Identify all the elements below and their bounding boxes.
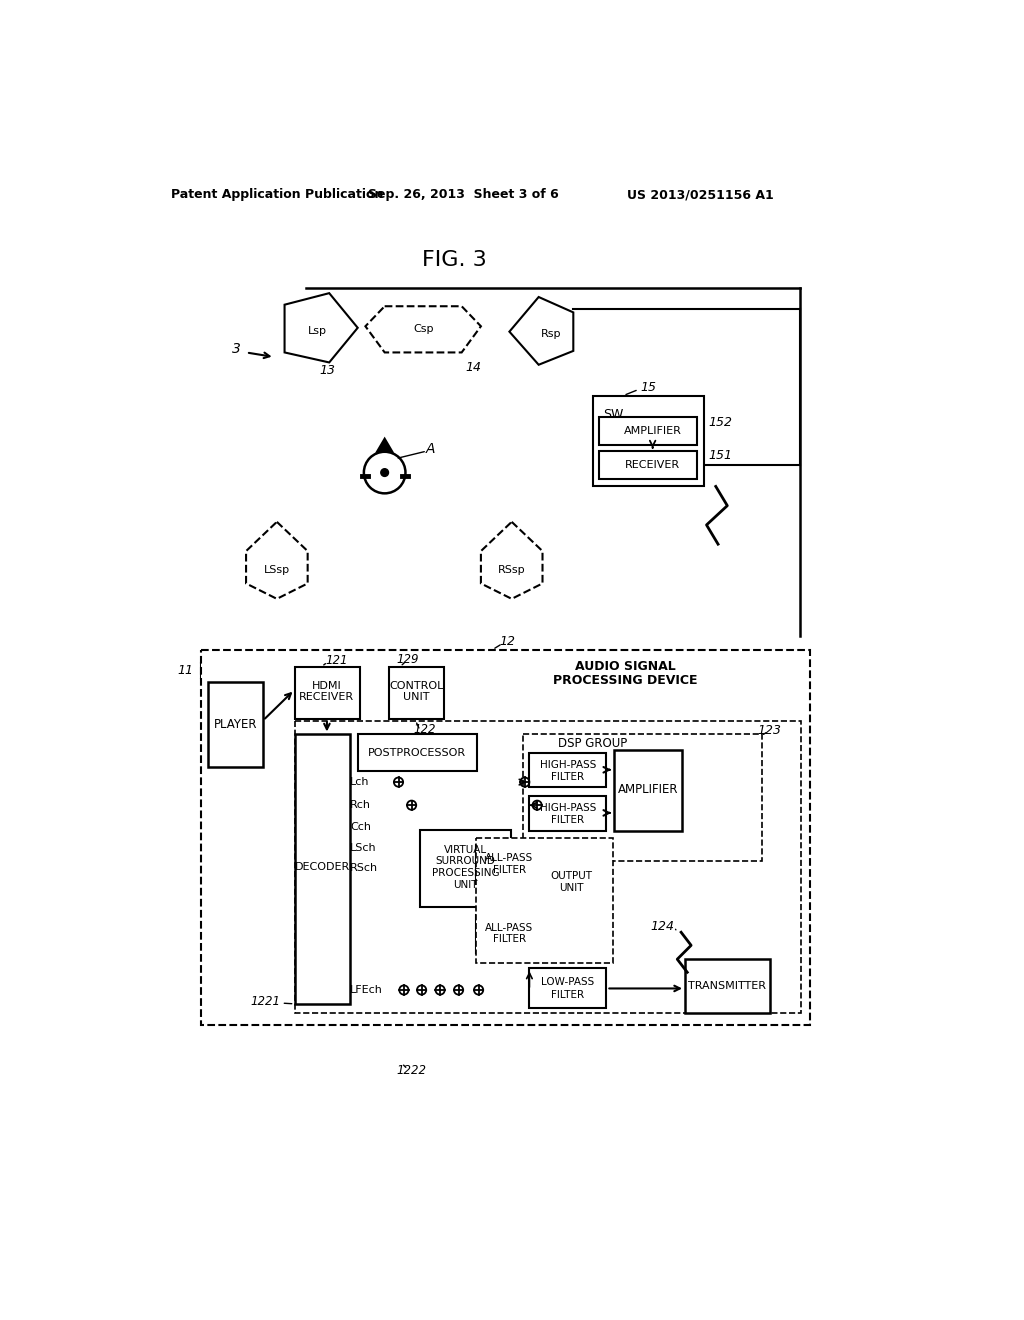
Text: A: A <box>426 442 435 457</box>
Bar <box>208 682 263 767</box>
Text: 124: 124 <box>650 920 674 933</box>
Text: 14: 14 <box>465 362 481 375</box>
Bar <box>685 960 770 1014</box>
Bar <box>529 969 606 1008</box>
Text: 122: 122 <box>414 723 436 737</box>
Bar <box>388 667 444 719</box>
Text: UNIT: UNIT <box>559 883 584 894</box>
Bar <box>420 830 511 907</box>
Text: FILTER: FILTER <box>493 865 526 875</box>
Polygon shape <box>366 306 481 352</box>
Bar <box>529 796 606 830</box>
Text: FILTER: FILTER <box>551 990 585 999</box>
Text: 123: 123 <box>758 723 781 737</box>
Text: Rch: Rch <box>350 800 371 810</box>
Text: POSTPROCESSOR: POSTPROCESSOR <box>368 748 466 758</box>
Bar <box>475 838 612 964</box>
Text: 11: 11 <box>178 664 194 677</box>
Bar <box>614 750 682 830</box>
Text: CONTROL: CONTROL <box>389 681 443 690</box>
Bar <box>295 721 801 1014</box>
Text: AMPLIFIER: AMPLIFIER <box>617 783 678 796</box>
Text: FIG. 3: FIG. 3 <box>422 249 486 271</box>
Text: AMPLIFIER: AMPLIFIER <box>624 426 682 436</box>
Text: 13: 13 <box>318 363 335 376</box>
Bar <box>523 734 762 862</box>
Text: 129: 129 <box>396 653 419 667</box>
Polygon shape <box>377 438 392 451</box>
Text: AUDIO SIGNAL: AUDIO SIGNAL <box>574 660 675 673</box>
Text: VIRTUAL: VIRTUAL <box>444 845 487 855</box>
Bar <box>599 417 696 445</box>
Text: DECODER: DECODER <box>295 862 350 871</box>
Text: 121: 121 <box>326 653 348 667</box>
Text: ALL-PASS: ALL-PASS <box>485 923 534 933</box>
Polygon shape <box>509 297 573 364</box>
Text: Cch: Cch <box>350 822 371 832</box>
Text: 1221: 1221 <box>250 995 281 1008</box>
Text: FILTER: FILTER <box>493 935 526 944</box>
Text: LFEch: LFEch <box>350 985 383 995</box>
Text: OUTPUT: OUTPUT <box>550 871 592 880</box>
Text: LSch: LSch <box>350 843 377 853</box>
Text: ALL-PASS: ALL-PASS <box>485 853 534 863</box>
Text: Csp: Csp <box>413 325 433 334</box>
Text: Lch: Lch <box>350 777 370 787</box>
Bar <box>357 734 477 771</box>
Bar <box>475 845 544 884</box>
Text: FILTER: FILTER <box>551 772 585 781</box>
Circle shape <box>381 469 388 477</box>
Text: PROCESSING: PROCESSING <box>432 869 500 878</box>
Text: Sep. 26, 2013  Sheet 3 of 6: Sep. 26, 2013 Sheet 3 of 6 <box>368 187 558 201</box>
Bar <box>599 451 696 479</box>
Text: UNIT: UNIT <box>403 693 429 702</box>
Text: SW: SW <box>603 408 624 421</box>
Bar <box>295 734 350 1003</box>
Text: RECEIVER: RECEIVER <box>625 459 680 470</box>
Text: LOW-PASS: LOW-PASS <box>542 977 595 987</box>
Text: Patent Application Publication: Patent Application Publication <box>171 187 383 201</box>
Text: HDMI: HDMI <box>312 681 342 690</box>
Text: 15: 15 <box>640 381 656 395</box>
Polygon shape <box>481 521 543 599</box>
Text: FILTER: FILTER <box>551 814 585 825</box>
Text: HIGH-PASS: HIGH-PASS <box>540 760 596 770</box>
Text: PROCESSING DEVICE: PROCESSING DEVICE <box>553 675 697 686</box>
Text: HIGH-PASS: HIGH-PASS <box>540 804 596 813</box>
Text: SURROUND: SURROUND <box>435 857 496 866</box>
Text: LSsp: LSsp <box>264 565 290 574</box>
Text: 1222: 1222 <box>396 1064 427 1077</box>
Bar <box>529 752 606 788</box>
Text: RSsp: RSsp <box>498 565 525 574</box>
Text: RSch: RSch <box>350 863 378 874</box>
Polygon shape <box>285 293 357 363</box>
Text: 152: 152 <box>708 416 732 429</box>
Text: UNIT: UNIT <box>454 879 478 890</box>
Text: 3: 3 <box>232 342 242 356</box>
Polygon shape <box>246 521 307 599</box>
Text: 151: 151 <box>708 449 732 462</box>
Text: DSP GROUP: DSP GROUP <box>558 737 627 750</box>
Text: US 2013/0251156 A1: US 2013/0251156 A1 <box>627 187 774 201</box>
Text: Rsp: Rsp <box>541 329 561 339</box>
Bar <box>593 396 705 487</box>
Bar <box>475 915 544 953</box>
Bar <box>202 649 810 1026</box>
Text: PLAYER: PLAYER <box>214 718 257 731</box>
Text: TRANSMITTER: TRANSMITTER <box>688 981 766 991</box>
Text: Lsp: Lsp <box>308 326 328 335</box>
Text: 12: 12 <box>500 635 516 648</box>
Bar <box>295 667 360 719</box>
Text: RECEIVER: RECEIVER <box>299 693 354 702</box>
